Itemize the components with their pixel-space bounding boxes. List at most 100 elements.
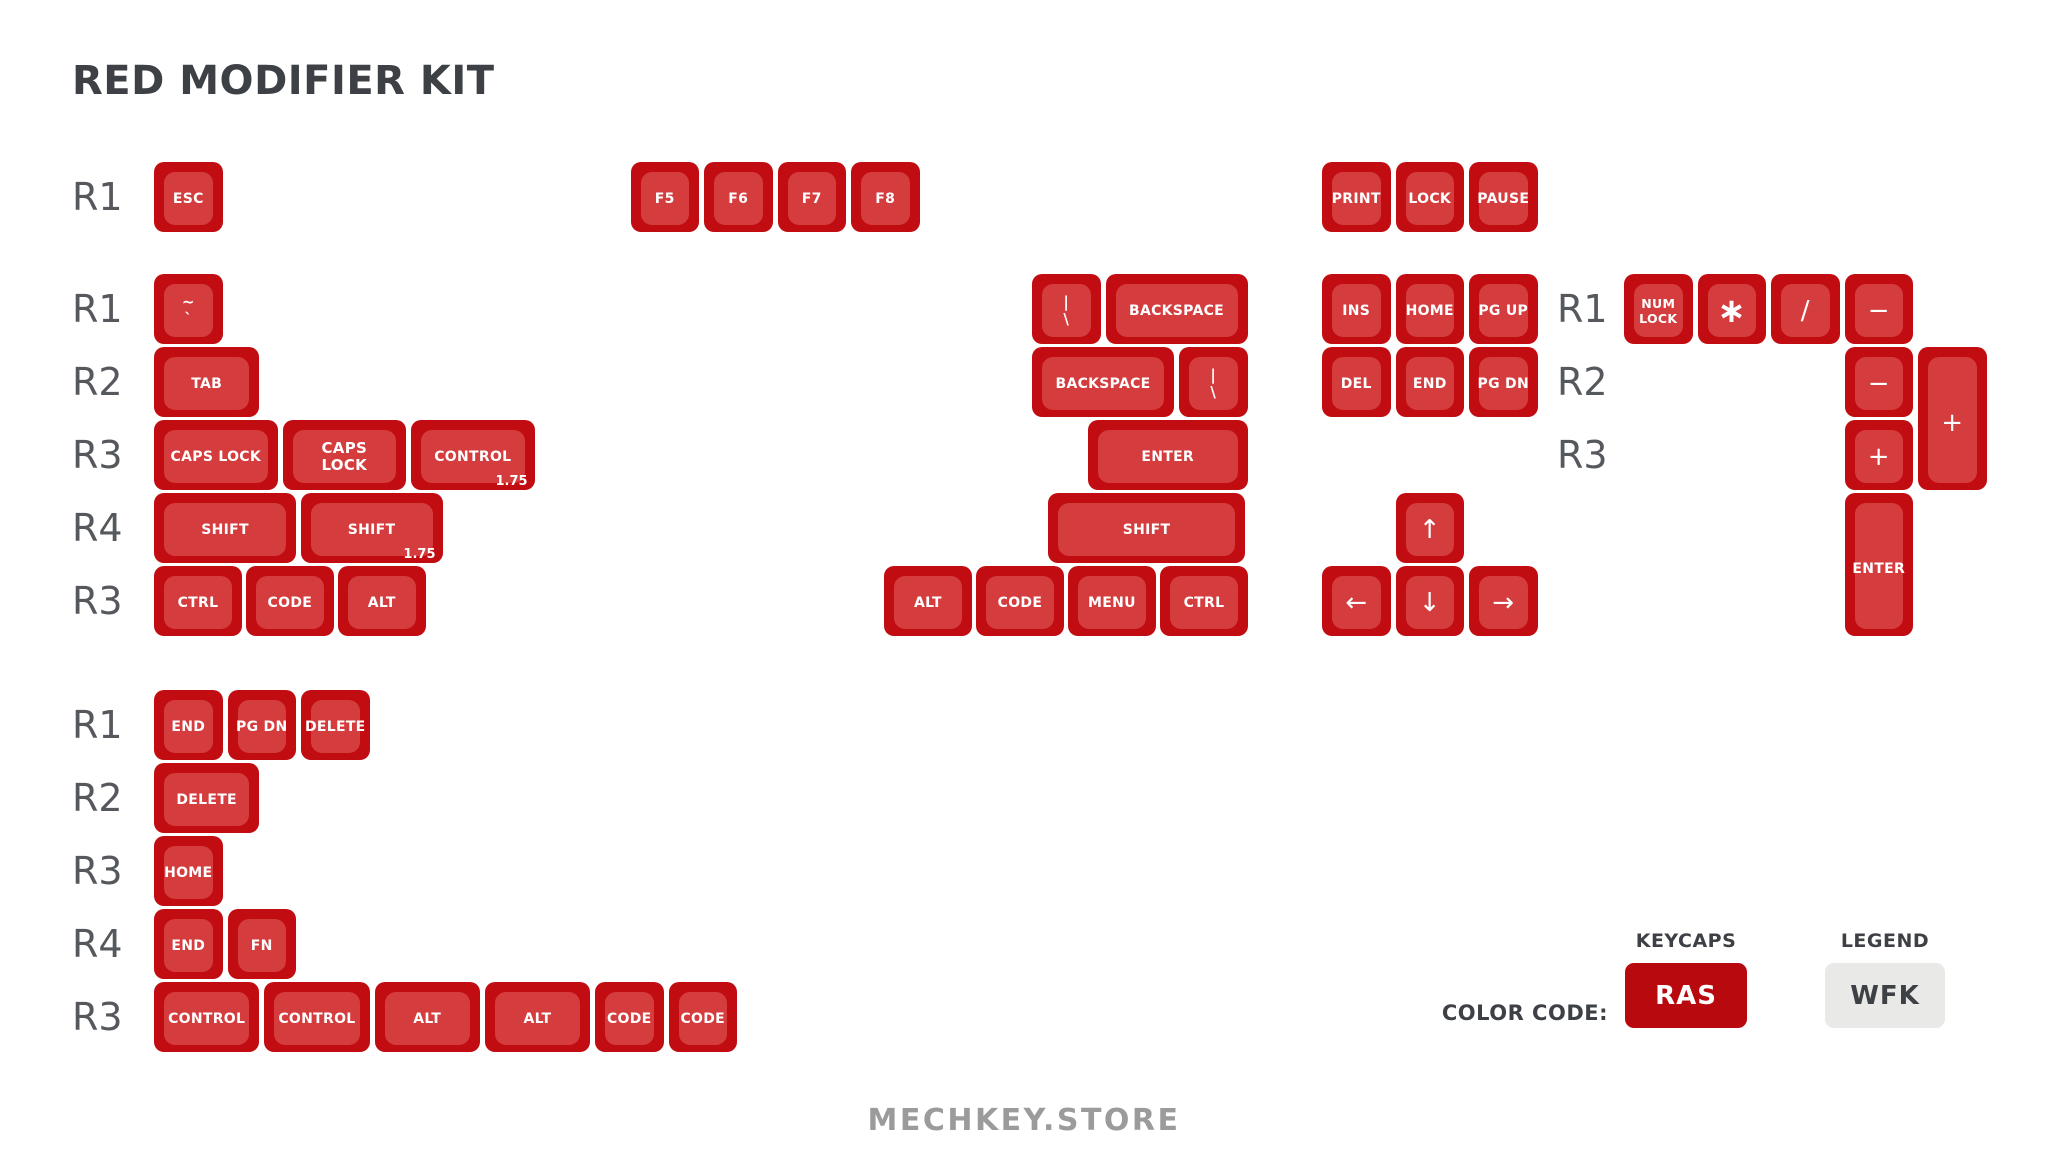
keycap-legend: END xyxy=(1412,376,1447,392)
keycap-top-surface xyxy=(164,357,250,410)
keycap-legend: F8 xyxy=(875,191,896,207)
keycap-top-surface xyxy=(1332,172,1381,225)
keycap-pause: PAUSE xyxy=(1469,162,1538,232)
keycap-top-surface xyxy=(1854,284,1903,337)
keycap-legend: ESC xyxy=(172,191,204,207)
row-label-r4: R4 xyxy=(72,506,123,550)
keycap-top-surface xyxy=(1097,430,1238,483)
page-title: RED MODIFIER KIT xyxy=(72,58,495,104)
keycap-legend: PAUSE xyxy=(1477,191,1530,207)
keycap-legend: HOME xyxy=(164,865,213,881)
keycap-esc: ESC xyxy=(154,162,223,232)
row-label-r2: R2 xyxy=(72,360,123,404)
row-label-r1: R1 xyxy=(72,287,123,331)
keycap-legend: CODE xyxy=(680,1011,726,1027)
keycap-top-surface xyxy=(421,430,525,483)
keycap-top-surface xyxy=(1479,576,1528,629)
keycap-top-surface xyxy=(237,919,286,972)
keycap-del: DEL xyxy=(1322,347,1391,417)
keycap-top-surface xyxy=(714,172,763,225)
keycap-tilde-grave: ~ ` xyxy=(154,274,223,344)
keycap-arrow-right: → xyxy=(1469,566,1538,636)
keycap-legend: CAPS LOCK xyxy=(321,438,368,475)
row-label-r2: R2 xyxy=(72,776,123,820)
keycap-slash: / xyxy=(1771,274,1840,344)
keycap-ins: INS xyxy=(1322,274,1391,344)
keycap-pg-dn: PG DN xyxy=(1469,347,1538,417)
keycap-top-surface xyxy=(311,700,360,753)
keycap-top-surface xyxy=(894,576,962,629)
keycap-legend: FN xyxy=(250,938,273,954)
store-watermark: MECHKEY.STORE xyxy=(867,1103,1181,1138)
keycaps-column-header: KEYCAPS xyxy=(1635,930,1737,952)
legend-column-header: LEGEND xyxy=(1840,930,1930,952)
keycap-legend: DELETE xyxy=(304,719,366,735)
keycap-legend: SHIFT xyxy=(1122,522,1171,538)
keycap-plus: + xyxy=(1844,420,1913,490)
keycap-top-surface xyxy=(164,700,213,753)
keycap-top-surface xyxy=(1634,284,1683,337)
keycap-pg-dn: PG DN xyxy=(227,690,296,760)
keycap-top-surface xyxy=(1479,172,1528,225)
keycap-alt: ALT xyxy=(337,566,426,636)
keycap-top-surface xyxy=(1170,576,1238,629)
keycap-ctrl: CTRL xyxy=(1160,566,1248,636)
keycap-top-surface xyxy=(1332,576,1381,629)
keycap-legend: ALT xyxy=(413,1011,442,1027)
keycap-top-surface xyxy=(986,576,1054,629)
keycap-top-surface xyxy=(1405,284,1454,337)
keycap-end: END xyxy=(154,909,223,979)
row-label-r1: R1 xyxy=(72,175,123,219)
keycap-top-surface xyxy=(787,172,836,225)
keycap-alt: ALT xyxy=(884,566,972,636)
keycap-legend: PG DN xyxy=(236,719,288,735)
keycap-top-surface xyxy=(1405,357,1454,410)
row-label-r3: R3 xyxy=(1557,433,1608,477)
row-label-r3: R3 xyxy=(72,995,123,1039)
keycap-top-surface xyxy=(1928,357,1977,483)
keycap-top-surface xyxy=(678,992,727,1045)
keycap-top-surface xyxy=(1405,503,1454,556)
keycap-top-surface xyxy=(255,576,324,629)
keycap-legend: ~ ` xyxy=(181,292,195,329)
keycap-home: HOME xyxy=(1395,274,1464,344)
keycap-top-surface xyxy=(1189,357,1238,410)
keycap-pg-up: PG UP xyxy=(1469,274,1538,344)
keycap-caps-lock: CAPS LOCK xyxy=(154,420,278,490)
keycap-print: PRINT xyxy=(1322,162,1391,232)
keycap-top-surface xyxy=(164,773,250,826)
keycap-legend: HOME xyxy=(1405,303,1454,319)
keycap-caps-lock: CAPS LOCK xyxy=(282,420,407,490)
keycap-top-surface xyxy=(164,576,232,629)
keycap-legend: → xyxy=(1492,588,1515,619)
keycap-legend: PG DN xyxy=(1477,376,1529,392)
keycap-control: CONTROL xyxy=(154,982,260,1052)
keycap-top-surface xyxy=(1854,430,1903,483)
keycap-top-surface xyxy=(384,992,470,1045)
row-label-r1: R1 xyxy=(1557,287,1608,331)
keycap-legend: CAPS LOCK xyxy=(170,449,262,465)
keycap-minus: − xyxy=(1844,347,1913,417)
keycap-legend: NUM LOCK xyxy=(1639,296,1678,327)
keycap-top-surface xyxy=(292,430,397,483)
keycap-tab: TAB xyxy=(154,347,260,417)
keycap-legend: PG UP xyxy=(1478,303,1529,319)
keycap-legend: CODE xyxy=(606,1011,652,1027)
keycap-legend: / xyxy=(1800,296,1810,327)
keycap-top-surface xyxy=(310,503,433,556)
keycap-code: CODE xyxy=(668,982,737,1052)
keycap-lock: LOCK xyxy=(1395,162,1464,232)
keycap-legend: MENU xyxy=(1088,595,1136,611)
keycap-legend: ↑ xyxy=(1418,515,1441,546)
keycap-top-surface xyxy=(237,700,286,753)
keycap-enter: ENTER xyxy=(1087,420,1248,490)
color-code-label: COLOR CODE: xyxy=(1441,1001,1608,1025)
keycap-top-surface xyxy=(164,919,213,972)
keycap-legend: CONTROL xyxy=(168,1011,246,1027)
row-label-r3: R3 xyxy=(72,433,123,477)
keycap-arrow-down: ↓ xyxy=(1395,566,1464,636)
keycap-top-surface xyxy=(861,172,910,225)
row-label-r1: R1 xyxy=(72,703,123,747)
keycap-top-surface xyxy=(164,430,268,483)
keycap-legend: INS xyxy=(1342,303,1371,319)
